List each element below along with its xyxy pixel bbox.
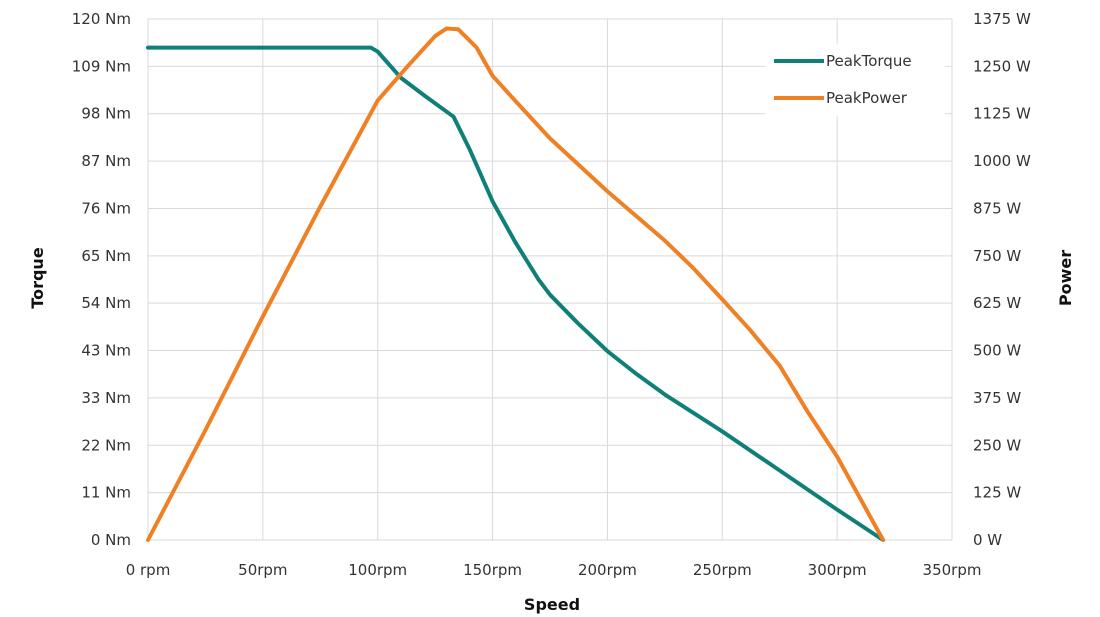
- x-tick-label-350rpm: 350rpm: [923, 561, 982, 579]
- left-tick-label-0-nm: 0 Nm: [91, 531, 131, 549]
- x-tick-label-300rpm: 300rpm: [808, 561, 867, 579]
- x-tick-label-100rpm: 100rpm: [348, 561, 407, 579]
- left-tick-label-98-nm: 98 Nm: [81, 105, 131, 123]
- left-tick-label-76-nm: 76 Nm: [81, 199, 131, 217]
- left-tick-label-120-nm: 120 Nm: [72, 10, 131, 28]
- legend-label-peak-torque: PeakTorque: [826, 52, 912, 70]
- right-axis-title: Power: [1056, 250, 1075, 306]
- x-axis-title: Speed: [524, 595, 580, 614]
- left-axis-ticks: 0 Nm 11 Nm 22 Nm 33 Nm 43 Nm 54 Nm 65 Nm 76 Nm 8…: [72, 10, 131, 549]
- x-tick-label-200rpm: 200rpm: [578, 561, 637, 579]
- left-tick-label-54-nm: 54 Nm: [81, 294, 131, 312]
- series-lines: [146, 26, 886, 542]
- right-tick-label-500-w: 500 W: [973, 342, 1021, 360]
- left-tick-label-87-nm: 87 Nm: [81, 152, 131, 170]
- left-tick-label-43-nm: 43 Nm: [81, 342, 131, 360]
- series-line-peakpower: [146, 26, 886, 542]
- grid-lines: [147, 18, 953, 541]
- legend-background: [765, 44, 945, 116]
- right-tick-label-1125-w: 1125 W: [973, 105, 1031, 123]
- x-tick-label-50rpm: 50rpm: [238, 561, 287, 579]
- x-tick-label-250rpm: 250rpm: [693, 561, 752, 579]
- right-tick-label-750-w: 750 W: [973, 247, 1021, 265]
- right-tick-label-0-w: 0 W: [973, 531, 1002, 549]
- left-axis-title: Torque: [28, 247, 47, 309]
- series-line-peaktorque: [146, 45, 886, 542]
- x-tick-label-150rpm: 150rpm: [463, 561, 522, 579]
- left-tick-label-109-nm: 109 Nm: [72, 57, 131, 75]
- legend-label-peak-power: PeakPower: [826, 89, 908, 107]
- x-axis-ticks: 0 rpm 50rpm 100rpm 150rpm 200rpm 250rpm 300rpm…: [126, 561, 982, 579]
- right-tick-label-625-w: 625 W: [973, 294, 1021, 312]
- right-tick-label-375-w: 375 W: [973, 389, 1021, 407]
- left-tick-label-11-nm: 11 Nm: [81, 484, 131, 502]
- right-tick-label-250-w: 250 W: [973, 436, 1021, 454]
- right-tick-label-875-w: 875 W: [973, 199, 1021, 217]
- right-axis-ticks: 0 W 125 W 250 W 375 W 500 W 625 W 750 W 875 W 10…: [973, 10, 1031, 549]
- right-tick-label-125-w: 125 W: [973, 484, 1021, 502]
- left-tick-label-65-nm: 65 Nm: [81, 247, 131, 265]
- left-tick-label-33-nm: 33 Nm: [81, 389, 131, 407]
- right-tick-label-1250-w: 1250 W: [973, 57, 1031, 75]
- legend: PeakTorque PeakPower: [765, 44, 945, 116]
- right-tick-label-1000-w: 1000 W: [973, 152, 1031, 170]
- right-tick-label-1375-w: 1375 W: [973, 10, 1031, 28]
- x-tick-label-0-rpm: 0 rpm: [126, 561, 171, 579]
- left-tick-label-22-nm: 22 Nm: [81, 436, 131, 454]
